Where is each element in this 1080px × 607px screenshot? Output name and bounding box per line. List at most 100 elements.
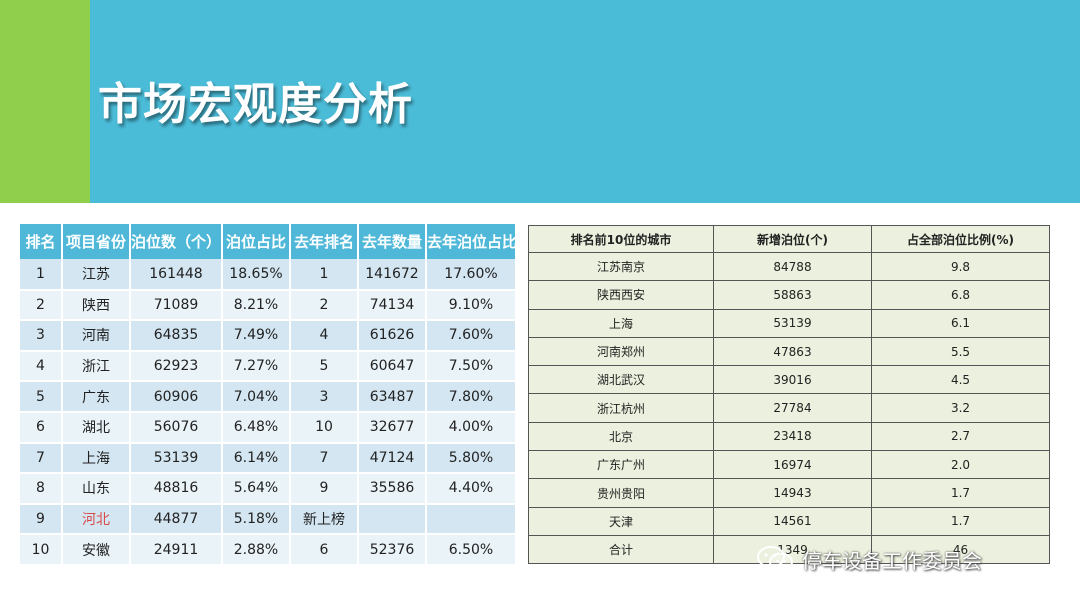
table-cell: 47863	[713, 336, 872, 367]
table-cell: 5.5	[871, 336, 1050, 367]
table-cell: 2	[20, 289, 63, 322]
table-cell: 62923	[130, 350, 223, 383]
table-cell: 4.5	[871, 365, 1050, 395]
table-row: 北京 23418 2.7	[528, 421, 1050, 452]
page-title: 市场宏观度分析	[98, 79, 413, 130]
table-cell	[358, 503, 427, 536]
table-cell: 5.80%	[426, 442, 517, 475]
table-cell: 141672	[358, 259, 427, 291]
table-cell: 10	[20, 534, 63, 566]
table-cell: 7	[290, 442, 359, 475]
table-cell: 2	[290, 289, 359, 322]
table-cell: 4.00%	[426, 411, 517, 444]
table-cell: 9.8	[871, 251, 1050, 282]
table-cell: 6.1	[871, 308, 1050, 338]
table-cell	[426, 503, 517, 536]
table-cell: 6.48%	[222, 411, 291, 444]
table-cell: 上海	[62, 442, 131, 475]
table-cell: 5	[290, 350, 359, 383]
table-cell: 44877	[130, 503, 223, 536]
table-cell: 161448	[130, 259, 223, 291]
table-cell: 18.65%	[222, 259, 291, 291]
table-row: 10 安徽 24911 2.88% 6 52376 6.50%	[20, 534, 517, 566]
table-row: 9 河北 44877 5.18% 新上榜	[20, 503, 517, 536]
table-cell: 江苏南京	[528, 251, 714, 282]
column-header: 排名	[20, 224, 63, 259]
table-cell: 48816	[130, 473, 223, 505]
table-cell: 7	[20, 442, 63, 475]
table-cell: 47124	[358, 442, 427, 475]
table-row: 2 陕西 71089 8.21% 2 74134 9.10%	[20, 289, 517, 322]
table-cell: 5	[20, 381, 63, 413]
table-cell: 3	[290, 381, 359, 413]
table-cell: 1.7	[871, 478, 1050, 508]
table-cell: 1	[290, 259, 359, 291]
table-cell: 35586	[358, 473, 427, 505]
table-cell: 4.40%	[426, 473, 517, 505]
table-cell: 6	[290, 534, 359, 566]
table-cell: 16974	[713, 450, 872, 480]
table-cell: 9	[290, 473, 359, 505]
city-ranking-table: 排名前10位的城市 新增泊位(个) 占全部泊位比例(%) 江苏南京 84788 9.…	[528, 225, 1050, 565]
column-header: 去年排名	[290, 224, 359, 259]
table-row: 5 广东 60906 7.04% 3 63487 7.80%	[20, 381, 517, 413]
table-cell: 39016	[713, 365, 872, 395]
table-row: 江苏南京 84788 9.8	[528, 251, 1050, 282]
table-row: 浙江杭州 27784 3.2	[528, 393, 1050, 423]
column-header: 排名前10位的城市	[528, 225, 714, 253]
table-cell: 2.7	[871, 421, 1050, 452]
table-cell: 7.60%	[426, 320, 517, 352]
table-cell: 52376	[358, 534, 427, 566]
table-cell: 5.18%	[222, 503, 291, 536]
table-cell: 浙江	[62, 350, 131, 383]
table-cell: 24911	[130, 534, 223, 566]
table-cell: 9.10%	[426, 289, 517, 322]
table-cell: 陕西	[62, 289, 131, 322]
table-cell: 河南郑州	[528, 336, 714, 367]
table-cell: 合计	[528, 534, 714, 565]
table-cell: 23418	[713, 421, 872, 452]
table-cell: 上海	[528, 308, 714, 338]
watermark: 停车设备工作委员会	[756, 543, 982, 575]
watermark-text: 停车设备工作委员会	[802, 548, 982, 573]
table-cell: 17.60%	[426, 259, 517, 291]
column-header: 项目省份	[62, 224, 131, 259]
table-cell: 71089	[130, 289, 223, 322]
table-row: 贵州贵阳 14943 1.7	[528, 478, 1050, 508]
table-cell: 山东	[62, 473, 131, 505]
table-cell: 6.8	[871, 280, 1050, 310]
table-cell: 74134	[358, 289, 427, 322]
table-row: 合计 1349 46	[528, 534, 1050, 565]
table-row: 广东广州 16974 2.0	[528, 450, 1050, 480]
table-cell: 2.88%	[222, 534, 291, 566]
wechat-icon	[757, 546, 793, 572]
table-cell: 53139	[713, 308, 872, 338]
table-cell: 84788	[713, 251, 872, 282]
column-header: 占全部泊位比例(%)	[871, 225, 1050, 253]
table-cell: 9	[20, 503, 63, 536]
table-cell: 7.27%	[222, 350, 291, 383]
column-header: 新增泊位(个)	[713, 225, 872, 253]
table-cell: 63487	[358, 381, 427, 413]
table-cell: 32677	[358, 411, 427, 444]
table-cell: 27784	[713, 393, 872, 423]
table-row: 7 上海 53139 6.14% 7 47124 5.80%	[20, 442, 517, 475]
table-cell: 天津	[528, 506, 714, 536]
table-cell: 江苏	[62, 259, 131, 291]
table-cell: 6.50%	[426, 534, 517, 566]
table-cell: 14561	[713, 506, 872, 536]
table-cell: 广东	[62, 381, 131, 413]
table-cell: 北京	[528, 421, 714, 452]
table-header-row: 排名 项目省份 泊位数（个） 泊位占比 去年排名 去年数量 去年泊位占比	[20, 224, 517, 259]
header-banner: 市场宏观度分析	[0, 0, 1080, 203]
column-header: 去年数量	[358, 224, 427, 259]
table-cell: 7.50%	[426, 350, 517, 383]
table-row: 陕西西安 58863 6.8	[528, 280, 1050, 310]
table-cell: 河南	[62, 320, 131, 352]
table-header-row: 排名前10位的城市 新增泊位(个) 占全部泊位比例(%)	[528, 225, 1050, 253]
table-cell: 56076	[130, 411, 223, 444]
table-row: 湖北武汉 39016 4.5	[528, 365, 1050, 395]
table-cell: 3	[20, 320, 63, 352]
table-cell: 陕西西安	[528, 280, 714, 310]
table-cell: 3.2	[871, 393, 1050, 423]
